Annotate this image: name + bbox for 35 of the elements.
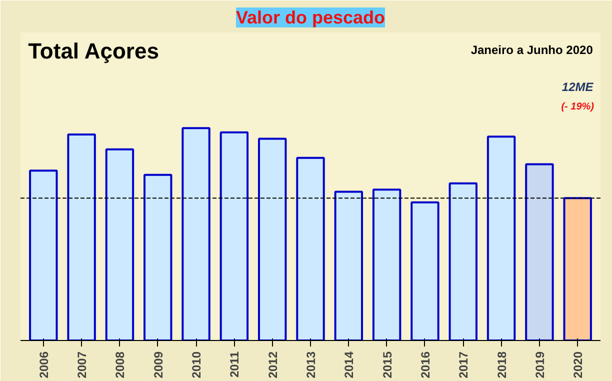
bar xyxy=(372,188,402,340)
x-tick-label: 2018 xyxy=(494,351,509,378)
x-tick-label: 2008 xyxy=(113,351,128,378)
text: 12ME xyxy=(562,80,594,94)
bar xyxy=(67,133,96,340)
x-tick-label: 2009 xyxy=(151,351,166,378)
bar xyxy=(410,201,440,340)
x-tick-label: 2013 xyxy=(304,351,318,378)
chart-title: Valor do pescado xyxy=(236,8,386,28)
bar xyxy=(563,197,592,340)
x-tick-label: 2016 xyxy=(418,351,432,378)
x-tick-label: 2012 xyxy=(266,351,280,378)
bar xyxy=(334,190,364,340)
bar xyxy=(525,163,554,340)
bar xyxy=(296,156,325,340)
bar xyxy=(486,136,516,340)
text: Janeiro a Junho 2020 xyxy=(470,43,594,58)
bar xyxy=(258,138,287,340)
text: (- 19%) xyxy=(561,102,595,113)
x-tick-label: 2010 xyxy=(190,351,204,378)
x-tick-label: 2020 xyxy=(571,351,586,378)
x-tick-label: 2014 xyxy=(342,351,356,378)
bar xyxy=(182,127,210,340)
x-tick-label: 2006 xyxy=(36,351,51,378)
bar xyxy=(220,131,249,340)
chart-subtitle: Total Açores xyxy=(28,38,159,64)
x-tick-label: 2017 xyxy=(456,351,471,378)
bar xyxy=(105,148,134,340)
x-tick-label: 2007 xyxy=(75,351,90,378)
x-tick-label: 2011 xyxy=(228,351,242,378)
bar xyxy=(448,182,478,340)
x-tick-label: 2019 xyxy=(532,351,547,378)
bar xyxy=(144,174,172,340)
bar xyxy=(29,170,58,340)
x-tick-label: 2015 xyxy=(380,351,394,378)
